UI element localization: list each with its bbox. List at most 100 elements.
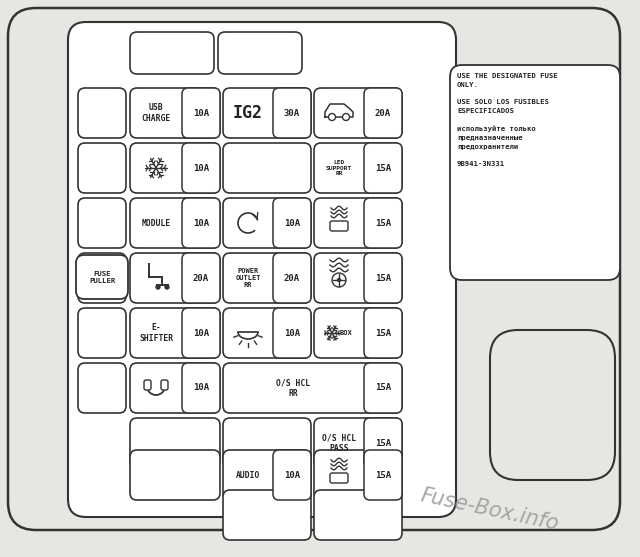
Text: 15A: 15A — [375, 218, 391, 227]
Text: USB
CHARGE: USB CHARGE — [141, 103, 171, 123]
Text: 10A: 10A — [193, 329, 209, 338]
FancyBboxPatch shape — [161, 380, 168, 390]
Circle shape — [156, 285, 160, 289]
FancyBboxPatch shape — [314, 490, 402, 540]
FancyBboxPatch shape — [182, 198, 220, 248]
FancyBboxPatch shape — [182, 363, 220, 413]
Circle shape — [342, 114, 349, 120]
Text: 30A: 30A — [284, 109, 300, 118]
FancyBboxPatch shape — [223, 88, 311, 138]
FancyBboxPatch shape — [78, 308, 126, 358]
FancyBboxPatch shape — [364, 363, 402, 413]
Text: LED
SUPPORT
RR: LED SUPPORT RR — [326, 160, 352, 177]
FancyBboxPatch shape — [364, 308, 402, 358]
Text: 20A: 20A — [375, 109, 391, 118]
FancyBboxPatch shape — [364, 450, 402, 500]
Text: 10A: 10A — [193, 218, 209, 227]
FancyBboxPatch shape — [78, 143, 126, 193]
FancyBboxPatch shape — [130, 198, 220, 248]
FancyBboxPatch shape — [223, 418, 311, 468]
FancyBboxPatch shape — [314, 418, 402, 468]
Text: 20A: 20A — [284, 273, 300, 282]
Text: 15A: 15A — [375, 471, 391, 480]
FancyBboxPatch shape — [130, 88, 220, 138]
FancyBboxPatch shape — [182, 143, 220, 193]
FancyBboxPatch shape — [450, 65, 620, 280]
FancyBboxPatch shape — [364, 418, 402, 468]
FancyBboxPatch shape — [273, 450, 311, 500]
FancyBboxPatch shape — [314, 450, 402, 500]
FancyBboxPatch shape — [8, 8, 620, 530]
FancyBboxPatch shape — [130, 253, 220, 303]
Text: BOX: BOX — [340, 330, 353, 336]
Text: 10A: 10A — [193, 109, 209, 118]
Text: Fuse-Box.info: Fuse-Box.info — [419, 486, 561, 534]
FancyBboxPatch shape — [182, 308, 220, 358]
FancyBboxPatch shape — [76, 255, 128, 299]
FancyBboxPatch shape — [314, 308, 402, 358]
FancyBboxPatch shape — [314, 143, 402, 193]
Text: 10A: 10A — [284, 329, 300, 338]
FancyBboxPatch shape — [273, 308, 311, 358]
FancyBboxPatch shape — [314, 253, 402, 303]
Text: 10A: 10A — [193, 164, 209, 173]
Text: 20A: 20A — [193, 273, 209, 282]
FancyBboxPatch shape — [273, 198, 311, 248]
FancyBboxPatch shape — [490, 330, 615, 480]
FancyBboxPatch shape — [130, 32, 214, 74]
Circle shape — [165, 285, 169, 289]
Text: USE THE DESIGNATED FUSE
ONLY.

USE SOLO LOS FUSIBLES
ESPECIFICADOS

используйте : USE THE DESIGNATED FUSE ONLY. USE SOLO L… — [457, 73, 557, 167]
FancyBboxPatch shape — [330, 473, 348, 483]
FancyBboxPatch shape — [223, 308, 311, 358]
FancyBboxPatch shape — [218, 32, 302, 74]
FancyBboxPatch shape — [223, 450, 311, 500]
FancyBboxPatch shape — [130, 363, 220, 413]
FancyBboxPatch shape — [130, 450, 220, 500]
FancyBboxPatch shape — [330, 221, 348, 231]
Text: 15A: 15A — [375, 164, 391, 173]
FancyBboxPatch shape — [78, 88, 126, 138]
FancyBboxPatch shape — [364, 198, 402, 248]
FancyBboxPatch shape — [273, 253, 311, 303]
FancyBboxPatch shape — [364, 143, 402, 193]
Text: FUSE
PULLER: FUSE PULLER — [89, 271, 115, 284]
FancyBboxPatch shape — [364, 253, 402, 303]
FancyBboxPatch shape — [314, 88, 402, 138]
Text: IG2: IG2 — [233, 104, 263, 122]
Text: 10A: 10A — [284, 471, 300, 480]
Text: 15A: 15A — [375, 273, 391, 282]
FancyBboxPatch shape — [78, 253, 126, 303]
Circle shape — [328, 114, 335, 120]
Text: 10A: 10A — [284, 218, 300, 227]
FancyBboxPatch shape — [68, 22, 456, 517]
FancyBboxPatch shape — [182, 253, 220, 303]
Polygon shape — [325, 104, 353, 117]
FancyBboxPatch shape — [223, 198, 311, 248]
Text: O/S HCL
RR: O/S HCL RR — [276, 378, 310, 398]
Text: E-
SHIFTER: E- SHIFTER — [139, 323, 173, 343]
FancyBboxPatch shape — [130, 418, 220, 468]
Text: O/S HCL
PASS: O/S HCL PASS — [322, 433, 356, 453]
Text: 15A: 15A — [375, 329, 391, 338]
Text: 10A: 10A — [193, 384, 209, 393]
FancyBboxPatch shape — [223, 363, 402, 413]
FancyBboxPatch shape — [144, 380, 151, 390]
FancyBboxPatch shape — [182, 88, 220, 138]
FancyBboxPatch shape — [223, 490, 311, 540]
Text: 15A: 15A — [375, 384, 391, 393]
Text: 15A: 15A — [375, 438, 391, 447]
Text: POWER
OUTLET
RR: POWER OUTLET RR — [236, 268, 260, 288]
Text: MODULE: MODULE — [141, 218, 171, 227]
FancyBboxPatch shape — [273, 88, 311, 138]
FancyBboxPatch shape — [364, 88, 402, 138]
Circle shape — [332, 273, 346, 287]
Circle shape — [337, 278, 340, 281]
FancyBboxPatch shape — [78, 198, 126, 248]
FancyBboxPatch shape — [130, 308, 220, 358]
FancyBboxPatch shape — [314, 198, 402, 248]
FancyBboxPatch shape — [130, 143, 220, 193]
FancyBboxPatch shape — [223, 143, 311, 193]
Text: AUDIO: AUDIO — [236, 471, 260, 480]
FancyBboxPatch shape — [223, 253, 311, 303]
FancyBboxPatch shape — [78, 363, 126, 413]
